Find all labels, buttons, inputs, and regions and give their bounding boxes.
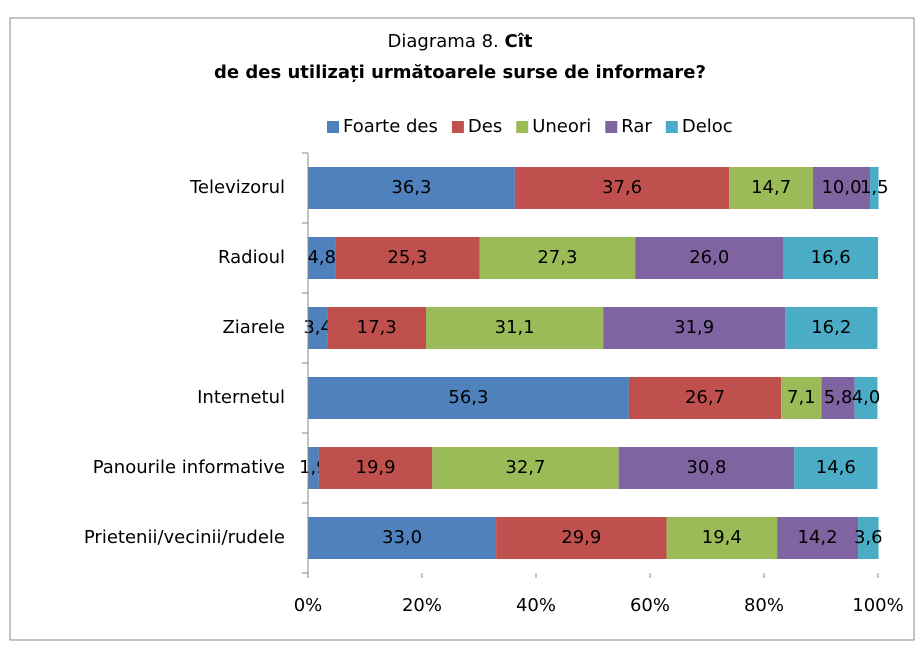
legend-swatch: [451, 121, 464, 133]
y-tick-label: Prietenii/vecinii/rudele: [84, 527, 285, 548]
legend-swatch: [327, 121, 339, 133]
data-label: 10,0: [821, 177, 861, 198]
data-label: 56,3: [448, 387, 488, 408]
x-tick-label: 80%: [744, 595, 784, 616]
bar-segment: [729, 167, 814, 209]
data-label: 26,7: [685, 387, 725, 408]
bar-segment: [870, 167, 879, 209]
bar-segment: [308, 237, 336, 279]
chart-title-line: de des utilizați următoarele surse de in…: [214, 62, 706, 83]
data-label: 37,6: [602, 177, 642, 198]
bar-segment: [308, 447, 319, 489]
data-label: 29,9: [561, 527, 601, 548]
data-label: 14,2: [798, 527, 838, 548]
legend-swatch: [665, 121, 678, 133]
data-label: 17,3: [357, 317, 397, 338]
bar-segment: [858, 517, 879, 559]
data-label: 31,1: [495, 317, 535, 338]
title-prefix: Diagrama 8.: [388, 31, 499, 52]
bar-segment: [308, 307, 328, 349]
data-label: 4,0: [852, 387, 881, 408]
bar-segment: [308, 167, 515, 209]
bar-segment: [777, 517, 859, 559]
bar-segment: [635, 237, 784, 279]
data-label: 30,8: [686, 457, 726, 478]
data-label: 16,2: [811, 317, 851, 338]
data-label: 1,5: [860, 177, 889, 198]
title-bold: Cît: [504, 31, 532, 52]
data-label: 7,1: [787, 387, 816, 408]
data-label: 26,0: [689, 247, 729, 268]
bar-segment: [628, 377, 782, 419]
data-label: 5,8: [824, 387, 853, 408]
bar-segment: [785, 307, 878, 349]
y-tick-label: Radioul: [218, 247, 285, 268]
bar-segment: [783, 237, 878, 279]
bar-segment: [496, 517, 667, 559]
bar-segment: [335, 237, 480, 279]
data-label: 14,7: [751, 177, 791, 198]
bar-segment: [318, 447, 433, 489]
bar-segment: [854, 377, 878, 419]
bar-segment: [794, 447, 878, 489]
x-tick-label: 40%: [516, 595, 556, 616]
data-label: 36,3: [391, 177, 431, 198]
x-tick-label: 0%: [294, 595, 323, 616]
bar-segment: [308, 377, 629, 419]
data-label: 4,8: [307, 247, 336, 268]
data-label: 25,3: [387, 247, 427, 268]
bar-segment: [603, 307, 786, 349]
data-label: 19,9: [356, 457, 396, 478]
chart-title: Diagrama 8. Cît: [388, 31, 533, 52]
data-label: 3,6: [854, 527, 883, 548]
data-label: 3,4: [303, 317, 332, 338]
legend-label: Rar: [621, 116, 652, 137]
legend-label: Des: [468, 116, 502, 137]
bar-segment: [425, 307, 604, 349]
y-tick-label: Panourile informative: [93, 457, 285, 478]
bar-segment: [666, 517, 778, 559]
data-label: 16,6: [811, 247, 851, 268]
legend-label: Uneori: [532, 116, 591, 137]
data-label: 14,6: [816, 457, 856, 478]
bar-segment: [327, 307, 426, 349]
legend-swatch: [605, 121, 618, 133]
legend-label: Deloc: [682, 116, 733, 137]
data-label: 27,3: [537, 247, 577, 268]
data-label: 32,7: [505, 457, 545, 478]
legend-swatch: [516, 121, 529, 133]
x-tick-label: 60%: [630, 595, 670, 616]
bar-segment: [514, 167, 730, 209]
bar-segment: [432, 447, 619, 489]
bar-segment: [781, 377, 822, 419]
y-tick-label: Televizorul: [189, 177, 285, 198]
bar-segment: [618, 447, 795, 489]
y-tick-label: Internetul: [197, 387, 285, 408]
bar-segment: [821, 377, 855, 419]
data-label: 19,4: [702, 527, 742, 548]
bar-segment: [479, 237, 636, 279]
data-label: 31,9: [674, 317, 714, 338]
bar-segment: [308, 517, 497, 559]
bar-segment: [813, 167, 871, 209]
x-tick-label: 100%: [852, 595, 903, 616]
x-tick-label: 20%: [402, 595, 442, 616]
legend-label: Foarte des: [343, 116, 438, 137]
y-tick-label: Ziarele: [222, 317, 285, 338]
data-label: 33,0: [382, 527, 422, 548]
